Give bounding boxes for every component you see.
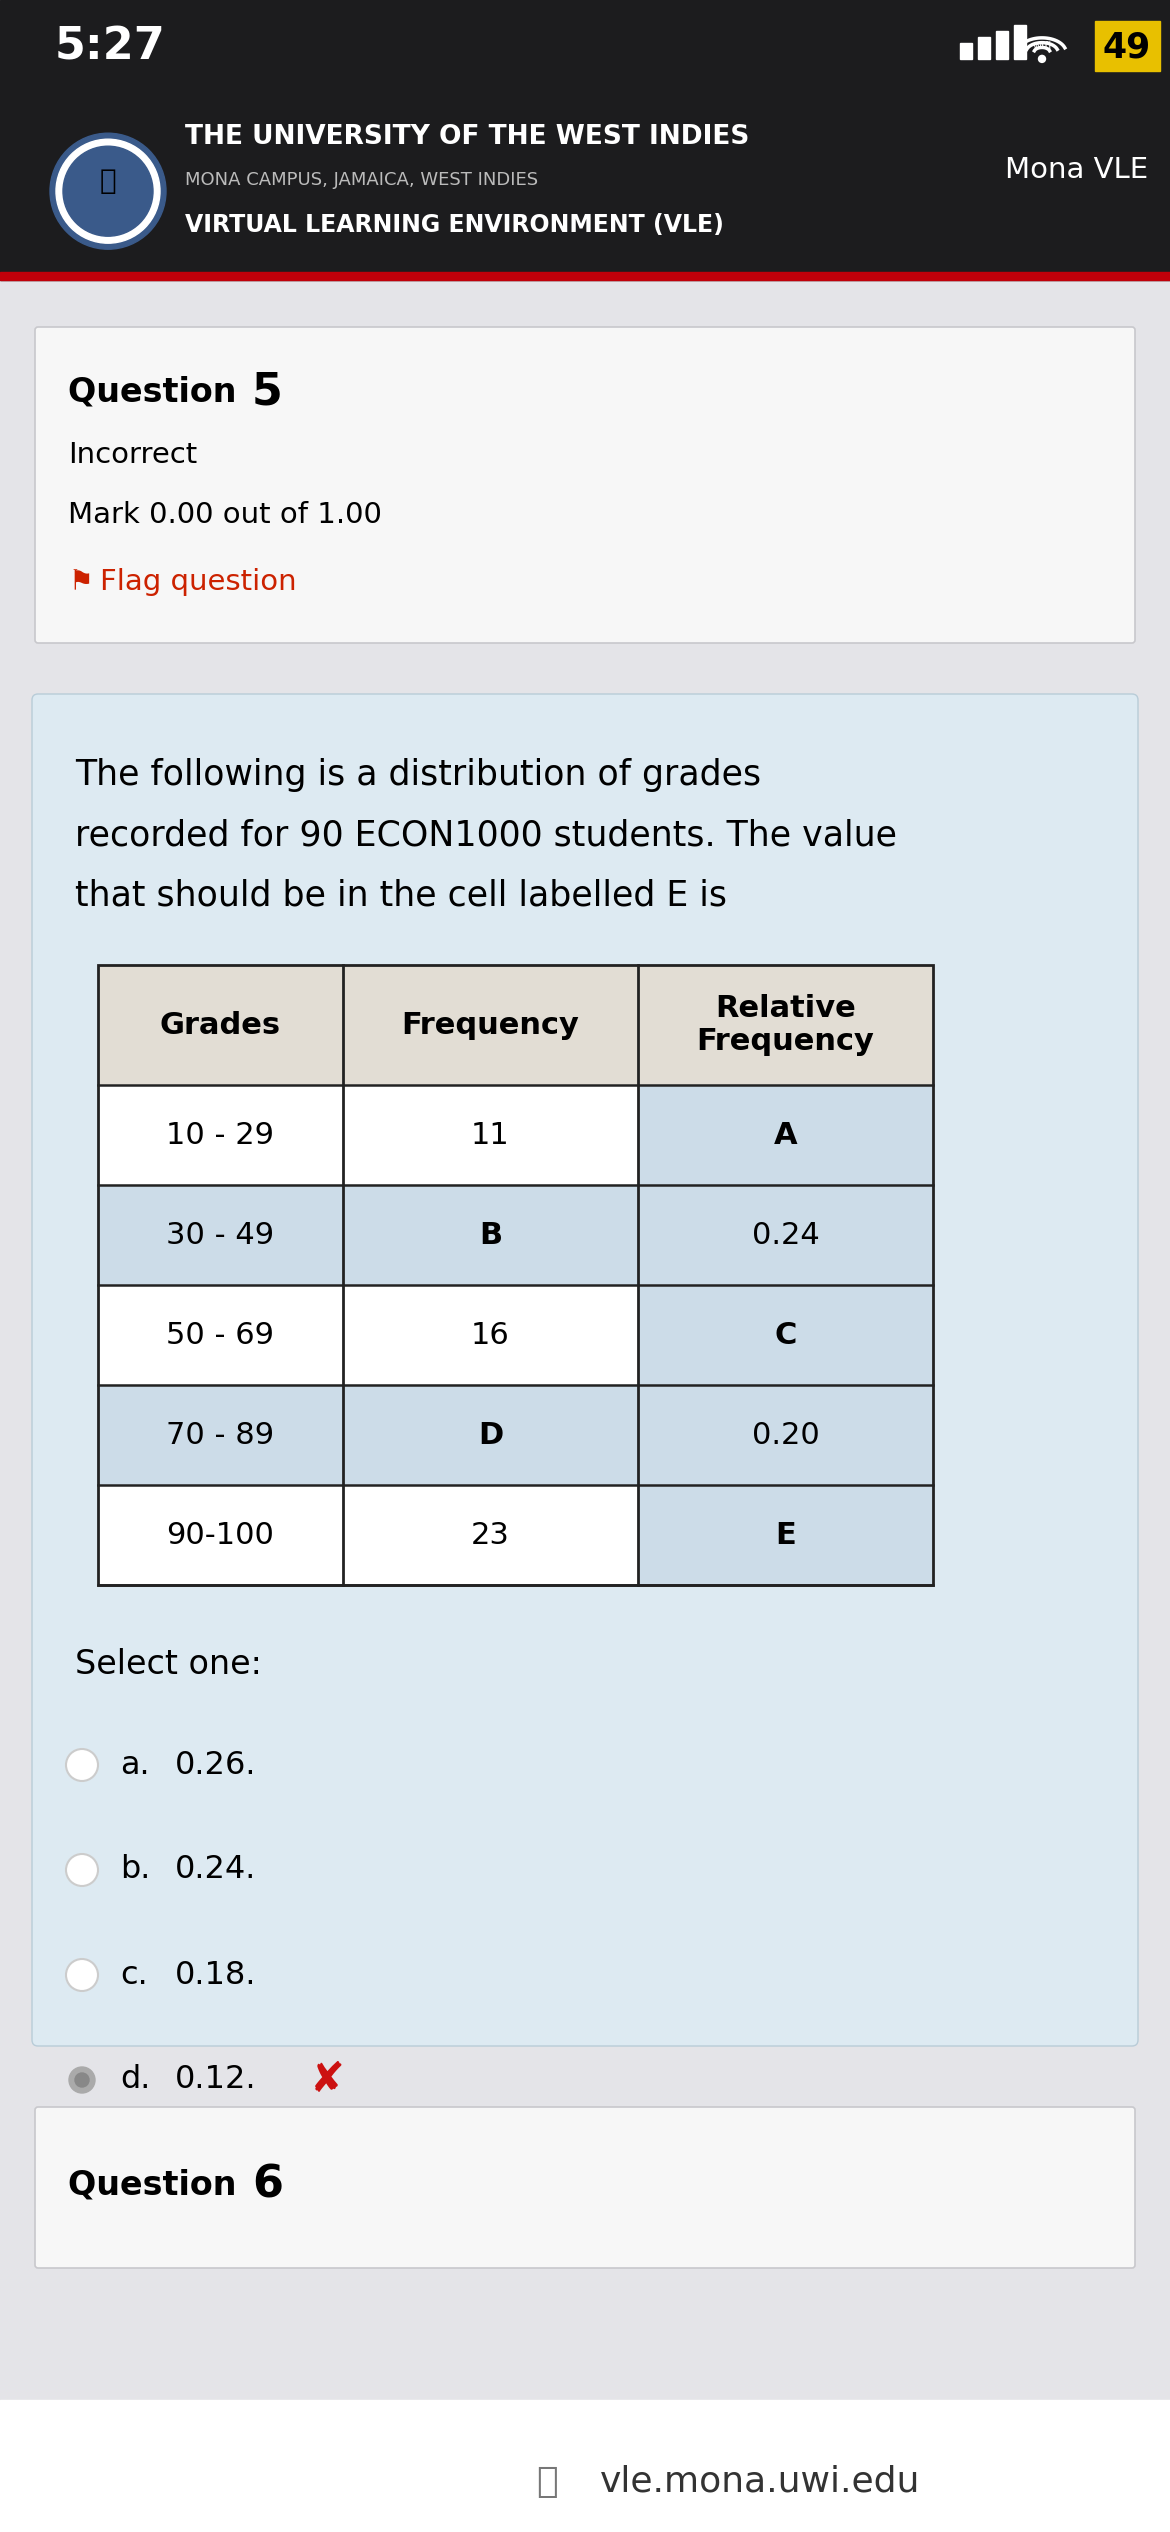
Bar: [98, 965, 932, 1585]
Text: 30 - 49: 30 - 49: [166, 1220, 275, 1248]
Bar: [978, 38, 990, 58]
Text: 50 - 69: 50 - 69: [166, 1322, 275, 1350]
Bar: [0, 2400, 1170, 2532]
Text: 🔒: 🔒: [536, 2466, 558, 2499]
Text: Mark 0.00 out of 1.00: Mark 0.00 out of 1.00: [68, 501, 381, 529]
Circle shape: [66, 1960, 98, 1990]
Bar: [0, 0, 1170, 96]
Text: vle.mona.uwi.edu: vle.mona.uwi.edu: [600, 2466, 921, 2499]
Circle shape: [50, 134, 166, 248]
Text: 0.12.: 0.12.: [176, 2064, 256, 2096]
Bar: [961, 43, 972, 58]
Text: VIRTUAL LEARNING ENVIRONMENT (VLE): VIRTUAL LEARNING ENVIRONMENT (VLE): [185, 213, 724, 238]
Text: ⚑: ⚑: [68, 567, 92, 595]
Text: Relative
Frequency: Relative Frequency: [696, 993, 874, 1056]
Text: a.: a.: [121, 1750, 150, 1780]
Text: The following is a distribution of grades: The following is a distribution of grade…: [75, 757, 762, 793]
Text: THE UNIVERSITY OF THE WEST INDIES: THE UNIVERSITY OF THE WEST INDIES: [185, 124, 749, 149]
Bar: [0, 271, 1170, 281]
Text: 10 - 29: 10 - 29: [166, 1122, 275, 1150]
Bar: [638, 1286, 932, 1385]
Text: 23: 23: [472, 1522, 510, 1550]
Text: 70 - 89: 70 - 89: [166, 1420, 275, 1448]
Bar: [98, 1086, 932, 1185]
Text: A: A: [773, 1122, 797, 1150]
Bar: [98, 1484, 932, 1585]
Text: 16: 16: [472, 1322, 510, 1350]
Bar: [98, 1286, 932, 1385]
Text: MONA CAMPUS, JAMAICA, WEST INDIES: MONA CAMPUS, JAMAICA, WEST INDIES: [185, 172, 538, 190]
Text: 5:27: 5:27: [55, 25, 166, 68]
Text: recorded for 90 ECON1000 students. The value: recorded for 90 ECON1000 students. The v…: [75, 818, 897, 851]
Text: 49: 49: [1103, 30, 1151, 63]
Text: d.: d.: [121, 2064, 151, 2096]
Bar: [1095, 20, 1159, 71]
Text: 0.24.: 0.24.: [176, 1853, 256, 1886]
Text: 0.20: 0.20: [751, 1420, 819, 1448]
Circle shape: [75, 2074, 89, 2086]
Text: 0.18.: 0.18.: [176, 1960, 256, 1990]
Text: 90-100: 90-100: [166, 1522, 275, 1550]
Text: that should be in the cell labelled E is: that should be in the cell labelled E is: [75, 879, 727, 912]
Text: b.: b.: [121, 1853, 151, 1886]
Text: E: E: [775, 1522, 796, 1550]
Text: 6: 6: [252, 2162, 283, 2205]
Text: ✘: ✘: [310, 2059, 345, 2102]
Text: D: D: [477, 1420, 503, 1448]
Bar: [0, 96, 1170, 281]
Text: 0.26.: 0.26.: [176, 1750, 256, 1780]
FancyBboxPatch shape: [32, 694, 1138, 2046]
Circle shape: [66, 1853, 98, 1886]
Circle shape: [1039, 56, 1046, 63]
Bar: [98, 965, 932, 1086]
Text: 11: 11: [472, 1122, 510, 1150]
Bar: [98, 1385, 932, 1484]
Circle shape: [63, 147, 153, 235]
Text: Grades: Grades: [160, 1010, 281, 1041]
Text: 5: 5: [252, 370, 283, 413]
Bar: [1014, 25, 1026, 58]
Text: B: B: [479, 1220, 502, 1248]
Text: Select one:: Select one:: [75, 1648, 262, 1681]
Text: Frequency: Frequency: [401, 1010, 579, 1041]
Text: wifi: wifi: [1032, 41, 1052, 51]
Text: Mona VLE: Mona VLE: [1005, 157, 1148, 185]
Bar: [638, 1086, 932, 1185]
Text: 0.24: 0.24: [751, 1220, 819, 1248]
Text: Question: Question: [68, 2167, 248, 2200]
Bar: [996, 30, 1009, 58]
Text: c.: c.: [121, 1960, 147, 1990]
Circle shape: [66, 1750, 98, 1780]
Bar: [98, 1185, 932, 1286]
Circle shape: [69, 2066, 95, 2094]
Circle shape: [56, 139, 160, 243]
Text: C: C: [775, 1322, 797, 1350]
Text: Flag question: Flag question: [99, 567, 297, 595]
Bar: [638, 1484, 932, 1585]
Text: Question: Question: [68, 375, 248, 408]
FancyBboxPatch shape: [35, 327, 1135, 643]
Text: 🦅: 🦅: [99, 167, 116, 195]
Text: Incorrect: Incorrect: [68, 441, 198, 468]
FancyBboxPatch shape: [35, 2107, 1135, 2269]
